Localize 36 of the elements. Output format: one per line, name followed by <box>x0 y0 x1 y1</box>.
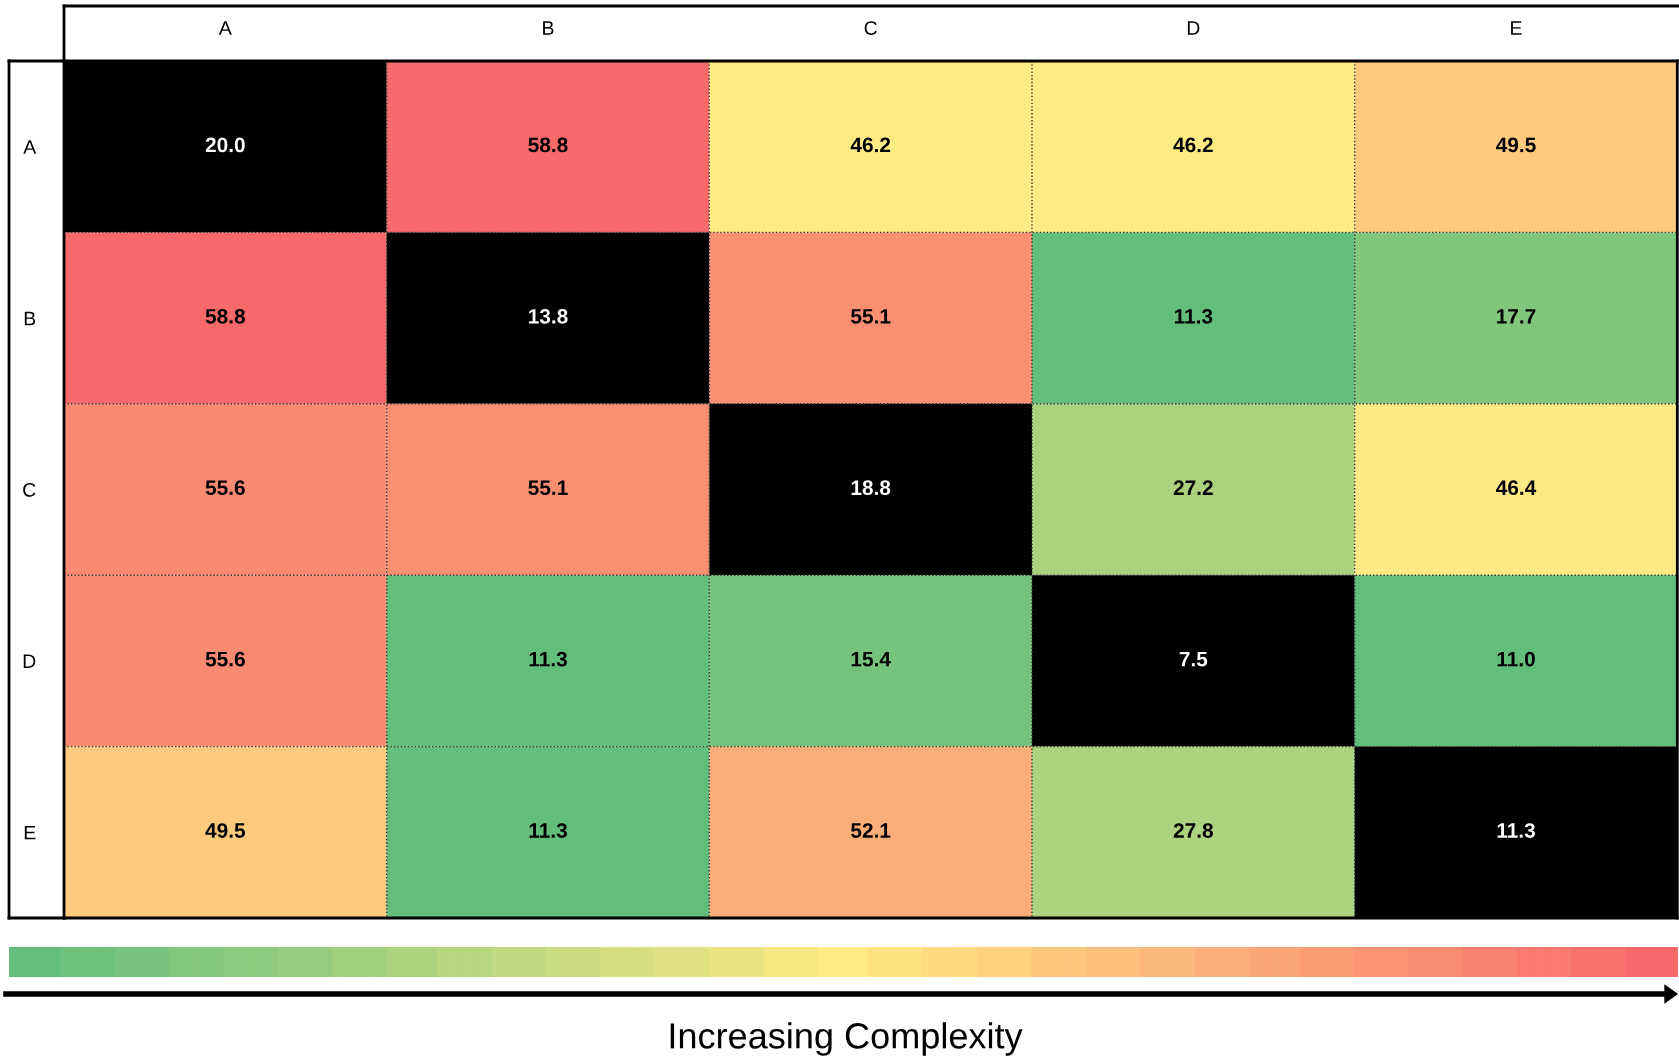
data-label: 58.8 <box>528 137 568 153</box>
data-label: 55.6 <box>205 480 245 496</box>
data-label: 11.0 <box>1497 651 1535 667</box>
data-label: 58.8 <box>205 308 245 324</box>
data-label: 55.1 <box>851 309 891 324</box>
x-tick-label: C <box>864 21 877 35</box>
y-tick-label: A <box>23 140 37 154</box>
data-label: 11.3 <box>1497 823 1535 838</box>
data-label: 7.5 <box>1179 651 1208 667</box>
data-label: 49.5 <box>1496 137 1536 153</box>
x-tick-label: D <box>1187 21 1200 35</box>
data-label: 11.3 <box>529 823 567 838</box>
y-tick-label: D <box>23 654 36 668</box>
data-label: 46.4 <box>1496 480 1537 496</box>
data-label: 46.2 <box>850 137 891 153</box>
y-tick-label: B <box>24 311 36 326</box>
data-label: 55.1 <box>528 480 568 496</box>
data-label: 20.0 <box>205 137 245 153</box>
x-tick-label: E <box>1511 21 1522 35</box>
data-label: 49.5 <box>205 823 246 838</box>
data-label: 13.8 <box>529 308 568 324</box>
data-label: 17.7 <box>1497 309 1536 324</box>
x-tick-label: A <box>218 21 232 35</box>
y-tick-label: E <box>24 825 36 840</box>
data-label: 18.8 <box>851 480 891 496</box>
data-label: 46.2 <box>1173 137 1213 153</box>
data-label: 15.4 <box>851 651 891 667</box>
data-label: 27.8 <box>1173 823 1213 838</box>
data-label: 11.3 <box>529 651 567 667</box>
x-tick-label: B <box>543 21 554 35</box>
color-bar-title: Increasing Complexity <box>670 1022 1023 1056</box>
data-label: 27.2 <box>1173 480 1213 495</box>
y-tick-label: C <box>23 482 36 497</box>
data-label: 11.3 <box>1174 308 1213 324</box>
data-label: 55.6 <box>205 651 245 667</box>
data-label: 52.1 <box>851 823 891 838</box>
